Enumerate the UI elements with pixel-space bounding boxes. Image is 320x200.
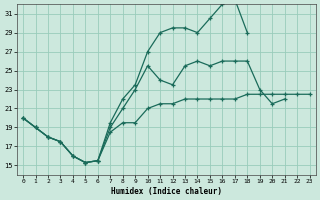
X-axis label: Humidex (Indice chaleur): Humidex (Indice chaleur) bbox=[111, 187, 222, 196]
